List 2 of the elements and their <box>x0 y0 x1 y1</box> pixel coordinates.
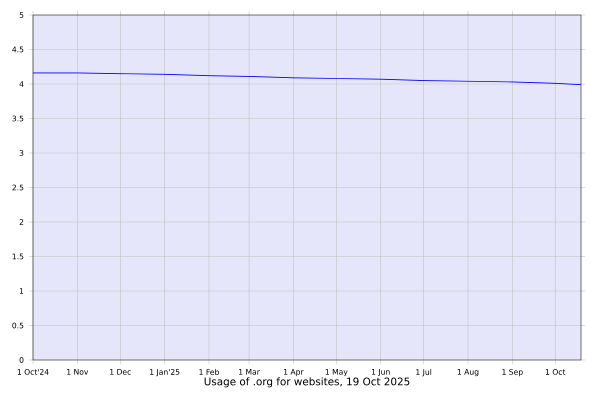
text: Usage of .org for websites, 19 Oct 2025 <box>204 377 410 388</box>
line-series <box>33 72 582 86</box>
